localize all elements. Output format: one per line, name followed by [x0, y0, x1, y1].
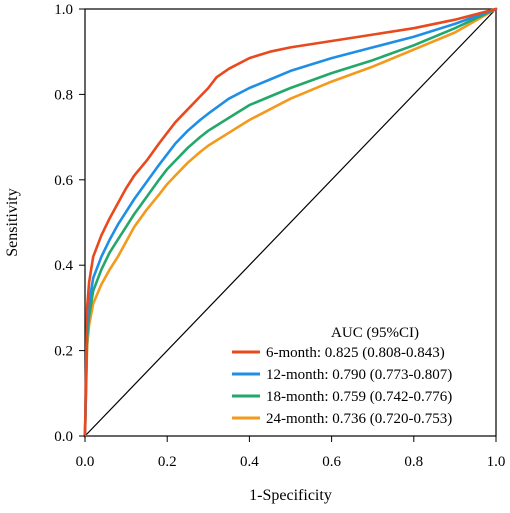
y-tick-label: 0.0 [54, 429, 73, 445]
y-tick-label: 1.0 [54, 2, 73, 18]
x-tick-label: 0.8 [404, 454, 423, 470]
x-tick-label: 0.6 [322, 454, 341, 470]
x-tick-label: 1.0 [487, 454, 506, 470]
y-tick-label: 0.8 [54, 87, 73, 103]
y-axis-label: Sensitivity [4, 188, 21, 256]
series-line-2 [83, 7, 498, 438]
series-line-3 [83, 7, 498, 438]
y-tick-label: 0.4 [54, 258, 73, 274]
plot-frame [84, 8, 497, 437]
legend-label-2: 12-month: 0.790 (0.773-0.807) [266, 367, 452, 383]
x-tick-label: 0.4 [240, 454, 259, 470]
legend-title: AUC (95%CI) [331, 325, 419, 341]
series-line-1 [83, 7, 498, 438]
x-axis: 0.0 0.2 0.4 0.6 0.8 1.0 [76, 436, 506, 470]
series-line-4 [83, 7, 498, 438]
legend-label-4: 24-month: 0.736 (0.720-0.753) [266, 411, 452, 427]
plot-area [83, 7, 498, 438]
y-tick-label: 0.2 [54, 344, 73, 360]
reference-diagonal-line [84, 8, 497, 437]
legend-label-3: 18-month: 0.759 (0.742-0.776) [266, 389, 452, 405]
series-layer [83, 7, 498, 438]
y-tick-label: 0.6 [54, 173, 73, 189]
x-tick-label: 0.0 [76, 454, 95, 470]
y-axis: 0.0 0.2 0.4 0.6 0.8 1.0 [54, 2, 85, 445]
x-tick-label: 0.2 [158, 454, 177, 470]
legend: AUC (95%CI) 6-month: 0.825 (0.808-0.843)… [232, 325, 452, 427]
x-axis-label: 1-Specificity [249, 487, 332, 504]
legend-label-1: 6-month: 0.825 (0.808-0.843) [266, 345, 445, 361]
